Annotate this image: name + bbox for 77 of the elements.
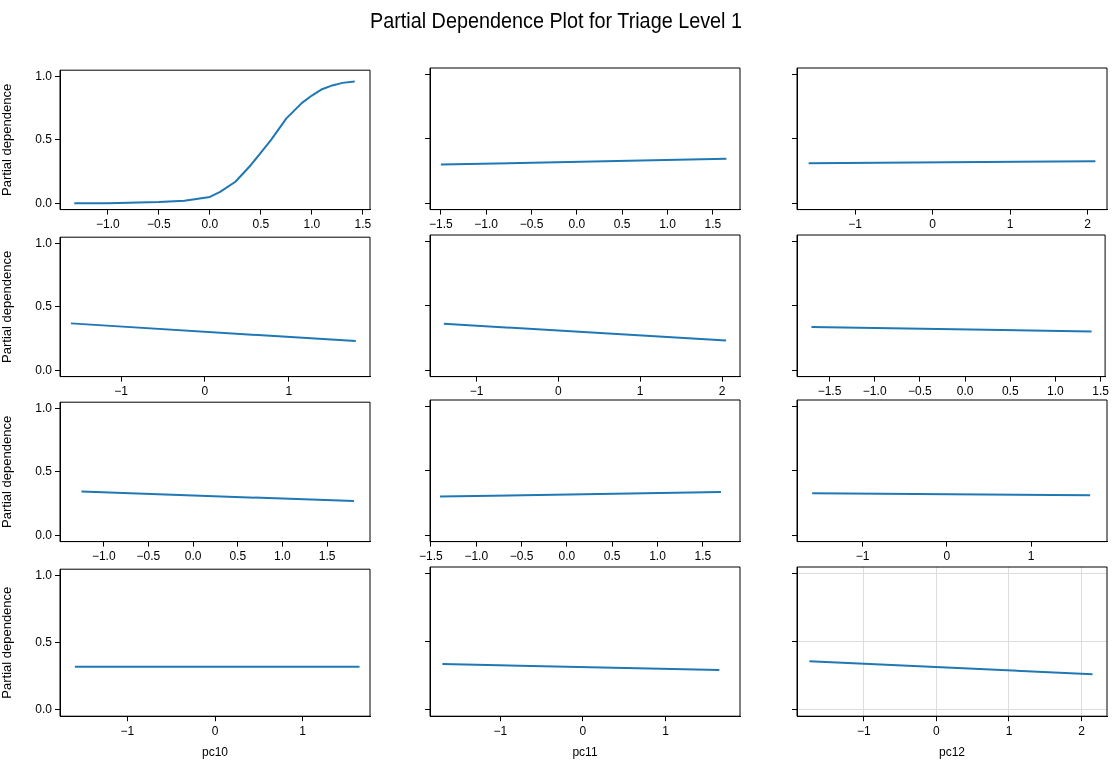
x-tick-label: 0 bbox=[579, 723, 587, 738]
x-tick-label: 0 bbox=[933, 723, 941, 738]
x-tick-label: 1.0 bbox=[649, 549, 667, 564]
chart-title: Partial Dependence Plot for Triage Level 1 bbox=[369, 8, 743, 34]
y-axis-title: Partial dependence bbox=[0, 415, 15, 528]
y-tick-label: 1.0 bbox=[35, 400, 53, 415]
x-tick-label: 1.5 bbox=[1092, 384, 1110, 399]
x-tick-label: 0.5 bbox=[613, 217, 631, 232]
x-tick-label: −1 bbox=[848, 217, 863, 232]
x-tick-label: −1.5 bbox=[419, 549, 444, 564]
x-tick-label: −1.0 bbox=[96, 217, 121, 232]
x-tick-label: 0.5 bbox=[1001, 384, 1019, 399]
x-axis-title: pc12 bbox=[938, 745, 966, 760]
y-tick-label: 0.0 bbox=[35, 195, 53, 210]
x-tick-label: −1.0 bbox=[464, 549, 489, 564]
x-tick-label: 0 bbox=[555, 384, 563, 399]
y-tick-label: 0.5 bbox=[35, 635, 53, 650]
x-tick-label: −1 bbox=[120, 723, 135, 738]
x-tick-label: 0.5 bbox=[603, 549, 621, 564]
x-axis-title: pc10 bbox=[201, 745, 229, 760]
x-tick-label: 1.5 bbox=[318, 549, 336, 564]
x-tick-label: 0.0 bbox=[568, 217, 586, 232]
x-tick-label: 1 bbox=[636, 384, 644, 399]
x-tick-label: 1 bbox=[285, 384, 293, 399]
x-tick-label: −1 bbox=[114, 384, 129, 399]
y-tick-label: 0.5 bbox=[35, 299, 53, 314]
y-tick-label: 0.5 bbox=[35, 132, 53, 147]
y-axis-title: Partial dependence bbox=[0, 250, 15, 363]
x-tick-label: −1 bbox=[493, 723, 508, 738]
x-tick-label: −1.5 bbox=[817, 384, 842, 399]
x-tick-label: 1 bbox=[662, 723, 670, 738]
x-tick-label: 1 bbox=[1027, 549, 1035, 564]
x-tick-label: 1.5 bbox=[694, 549, 712, 564]
x-tick-label: 1.5 bbox=[704, 217, 722, 232]
x-tick-label: −1.0 bbox=[91, 549, 116, 564]
x-tick-label: 0 bbox=[943, 549, 951, 564]
y-tick-label: 1.0 bbox=[35, 568, 53, 583]
x-tick-label: −1 bbox=[469, 384, 484, 399]
x-tick-label: −0.5 bbox=[908, 384, 933, 399]
y-tick-label: 0.0 bbox=[35, 701, 53, 716]
x-tick-label: −1.5 bbox=[429, 217, 454, 232]
x-tick-label: 1 bbox=[1005, 723, 1013, 738]
x-tick-label: 0.0 bbox=[558, 549, 576, 564]
x-tick-label: 0.0 bbox=[184, 549, 202, 564]
x-tick-label: 1.0 bbox=[659, 217, 677, 232]
x-tick-label: 1.0 bbox=[303, 217, 321, 232]
x-tick-label: 1.0 bbox=[1047, 384, 1065, 399]
x-tick-label: −0.5 bbox=[509, 549, 534, 564]
x-tick-label: −1 bbox=[856, 723, 871, 738]
x-tick-label: −0.5 bbox=[519, 217, 544, 232]
x-tick-label: −0.5 bbox=[136, 549, 161, 564]
x-tick-label: 1.5 bbox=[354, 217, 372, 232]
y-tick-label: 0.5 bbox=[35, 464, 53, 479]
x-tick-label: −1.0 bbox=[474, 217, 499, 232]
x-axis-title: pc11 bbox=[572, 745, 598, 760]
x-tick-label: 0.0 bbox=[956, 384, 974, 399]
x-tick-label: 2 bbox=[718, 384, 726, 399]
x-tick-label: −0.5 bbox=[147, 217, 172, 232]
x-tick-label: 1 bbox=[299, 723, 307, 738]
x-tick-label: 0.5 bbox=[252, 217, 270, 232]
x-tick-label: −1 bbox=[855, 549, 870, 564]
x-tick-label: 1.0 bbox=[274, 549, 292, 564]
y-tick-label: 1.0 bbox=[35, 235, 53, 250]
x-tick-label: −1.0 bbox=[862, 384, 887, 399]
y-tick-label: 0.0 bbox=[35, 527, 53, 542]
y-tick-label: 0.0 bbox=[35, 362, 53, 377]
y-axis-title: Partial dependence bbox=[0, 586, 15, 699]
x-tick-label: 1 bbox=[1006, 217, 1014, 232]
x-tick-label: 0.0 bbox=[201, 217, 219, 232]
x-tick-label: 0 bbox=[211, 723, 219, 738]
x-tick-label: 0 bbox=[929, 217, 937, 232]
x-tick-label: 2 bbox=[1078, 723, 1086, 738]
y-tick-label: 1.0 bbox=[35, 68, 53, 83]
x-tick-label: 0.5 bbox=[229, 549, 247, 564]
x-tick-label: 2 bbox=[1084, 217, 1092, 232]
y-axis-title: Partial dependence bbox=[0, 83, 15, 196]
x-tick-label: 0 bbox=[201, 384, 209, 399]
